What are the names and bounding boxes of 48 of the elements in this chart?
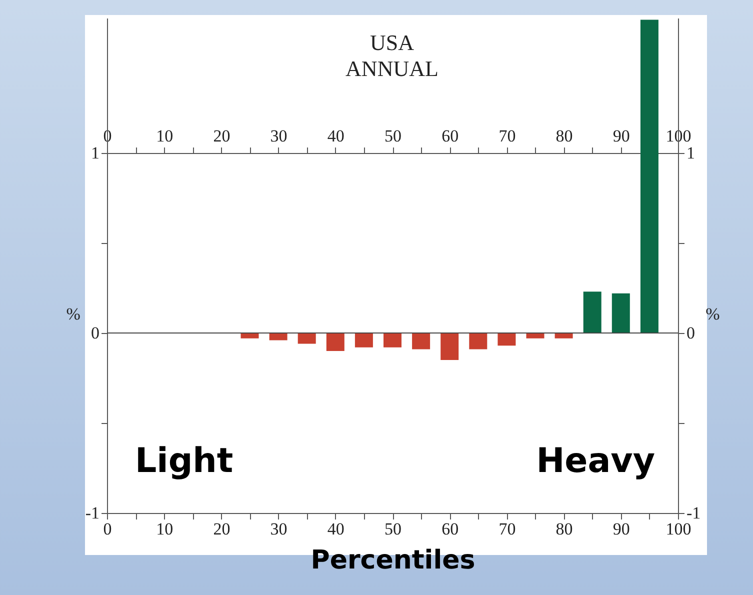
x-tick-label: 20 <box>213 520 230 538</box>
annotation: Heavy <box>536 441 655 481</box>
x2-tick-label: 40 <box>327 126 344 146</box>
bar <box>612 293 630 333</box>
y-axis-title: % <box>66 304 80 324</box>
bar <box>326 333 344 351</box>
x2-tick-label: 50 <box>384 126 402 146</box>
x2-tick-label: 10 <box>156 126 174 146</box>
bar <box>354 333 373 348</box>
bar <box>526 333 544 338</box>
bar <box>583 292 602 333</box>
x-tick-label: 100 <box>666 520 692 538</box>
x-tick-label: 10 <box>156 520 174 538</box>
bar <box>498 333 516 346</box>
bar <box>412 333 430 350</box>
text: USA <box>368 30 415 56</box>
y-tick-label: 1 <box>91 144 100 162</box>
x2-tick-label: 60 <box>442 126 459 146</box>
bar <box>269 333 288 340</box>
bar <box>298 333 316 344</box>
y2-tick-label: 0 <box>686 324 695 342</box>
bar <box>469 333 488 350</box>
bar <box>640 20 658 333</box>
bar <box>440 333 459 360</box>
x-axis-title: Percentiles <box>310 546 476 576</box>
annotation: Light <box>135 441 234 481</box>
x-tick-label: 80 <box>556 520 573 538</box>
x-tick-label: 70 <box>498 520 516 538</box>
text: ANNUAL <box>344 56 440 82</box>
y2-tick-label: -1 <box>686 504 701 522</box>
x2-tick-label: 30 <box>270 126 288 146</box>
y2-tick-label: 1 <box>686 144 695 162</box>
bar <box>240 333 259 338</box>
bar <box>384 333 402 348</box>
x-tick-label: 50 <box>384 520 402 538</box>
x-tick-label: 0 <box>103 520 112 538</box>
x2-tick-label: 70 <box>498 126 516 146</box>
x-tick-label: 90 <box>612 520 630 538</box>
y2-axis-title: % <box>706 304 720 324</box>
y-tick-label: -1 <box>85 504 100 522</box>
x2-tick-label: 80 <box>556 126 573 146</box>
x2-tick-label: 20 <box>213 126 230 146</box>
x2-tick-label: 90 <box>612 126 630 146</box>
x-tick-label: 60 <box>442 520 459 538</box>
x-tick-label: 40 <box>327 520 344 538</box>
bar <box>554 333 573 338</box>
y-tick-label: 0 <box>91 324 100 342</box>
x-tick-label: 30 <box>270 520 288 538</box>
